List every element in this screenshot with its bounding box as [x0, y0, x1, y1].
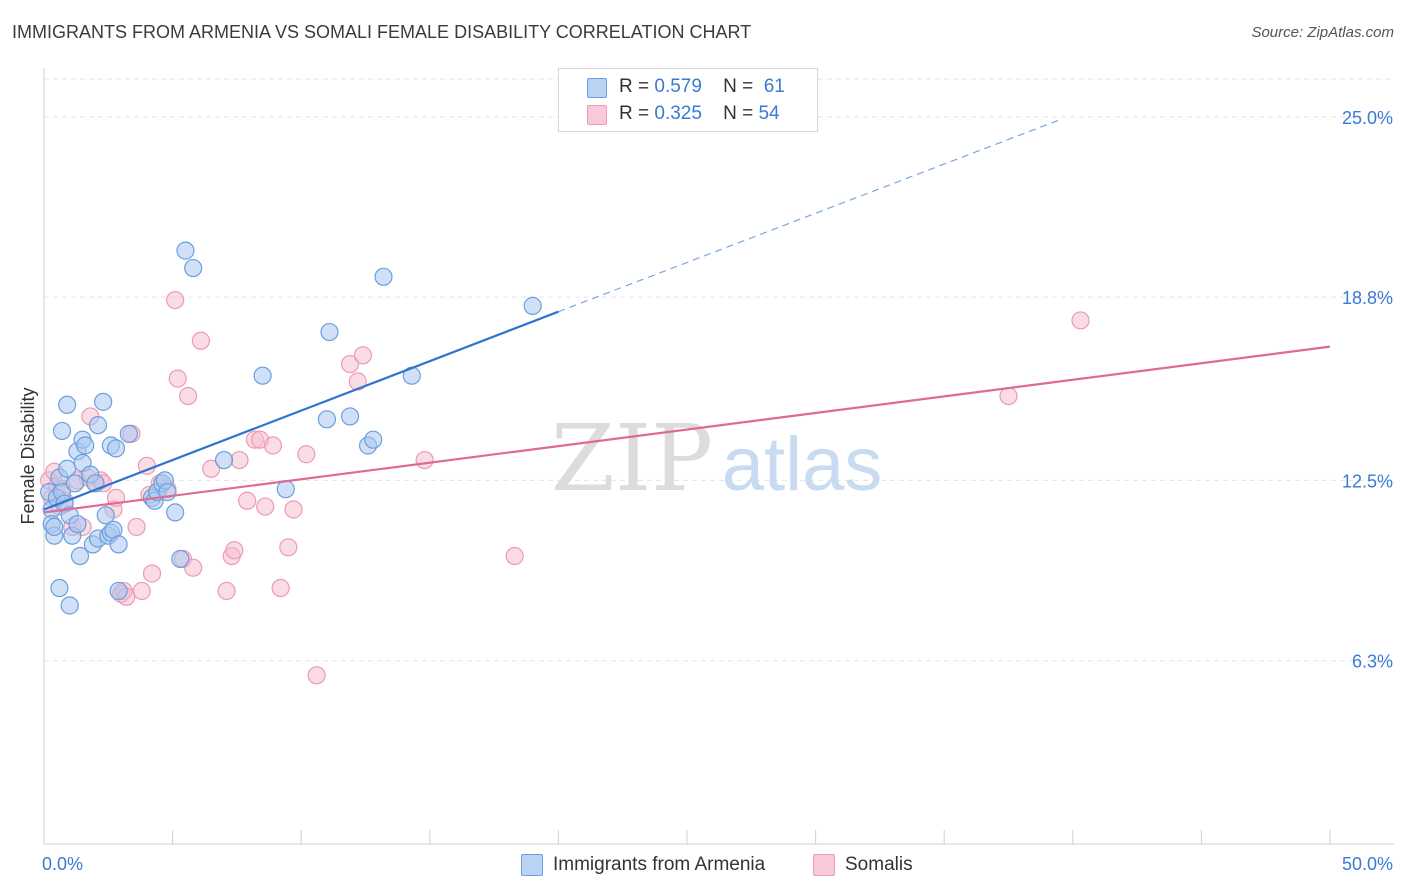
armenia-point: [50, 578, 69, 598]
legend-label-armenia: Immigrants from Armenia: [553, 854, 766, 875]
somali-point: [168, 369, 187, 388]
armenia-point: [68, 514, 87, 534]
armenia-point: [374, 267, 393, 286]
armenia-point: [58, 395, 77, 414]
armenia-point: [184, 258, 203, 278]
somali-point: [999, 386, 1018, 406]
source-label: Source: ZipAtlas.com: [1251, 24, 1394, 41]
somali-point: [340, 354, 360, 374]
watermark: ZIP atlas: [551, 405, 882, 512]
somali-point: [191, 331, 210, 350]
legend-swatch-somali: [587, 105, 607, 125]
armenia-point: [320, 322, 339, 342]
armenia-trend-extension: [558, 119, 1061, 313]
legend-n-value: 61: [763, 76, 785, 97]
somali-point: [256, 497, 275, 516]
somali-point: [127, 517, 146, 537]
armenia-point: [88, 416, 108, 435]
somali-point: [225, 541, 244, 560]
armenia-point: [364, 430, 383, 449]
legend-r-label: R =: [619, 76, 650, 97]
legend-swatch-armenia: [521, 854, 543, 876]
armenia-point: [253, 366, 272, 385]
legend-n-value: 54: [758, 103, 780, 124]
legend-r-label: R =: [619, 103, 650, 124]
legend-n-label: N =: [723, 103, 754, 124]
legend-label-somali: Somalis: [845, 854, 913, 875]
grid-lines: [44, 78, 1394, 662]
armenia-point: [109, 535, 128, 554]
legend-swatch-armenia: [587, 78, 607, 98]
armenia-trend-line: [43, 310, 559, 511]
somali-point: [142, 564, 162, 583]
armenia-point: [176, 241, 195, 260]
somali-point: [238, 491, 257, 510]
somali-point: [353, 346, 373, 365]
armenia-point: [523, 296, 542, 315]
y-axis-label: Female Disability: [18, 387, 38, 524]
armenia-point: [340, 407, 360, 426]
somali-point: [178, 386, 198, 406]
somali-point: [505, 546, 524, 566]
somali-point: [132, 581, 151, 601]
correlation-legend: R = 0.579 N = 61 R = 0.325 N = 54: [558, 68, 818, 132]
y-tick-label: 12.5%: [1342, 471, 1393, 491]
legend-r-value: 0.579: [654, 76, 702, 97]
armenia-point: [214, 450, 234, 470]
armenia-point: [106, 439, 126, 458]
somali-point: [415, 450, 434, 470]
legend-swatch-somali: [813, 854, 835, 876]
armenia-point: [65, 474, 84, 493]
somali-point: [184, 558, 203, 577]
armenia-point: [317, 410, 337, 429]
y-tick-label: 6.3%: [1352, 652, 1393, 672]
armenia-point: [76, 436, 95, 455]
somali-point: [263, 436, 283, 455]
armenia-points: [40, 241, 542, 615]
legend-r-value: 0.325: [654, 103, 702, 124]
somali-point: [279, 538, 298, 557]
watermark-atlas: atlas: [722, 422, 883, 507]
trend-lines: [43, 119, 1331, 514]
series-legend: Immigrants from Armenia Somalis: [0, 852, 1406, 878]
legend-n-label: N =: [723, 76, 754, 97]
somali-point: [230, 450, 249, 470]
chart-title: IMMIGRANTS FROM ARMENIA VS SOMALI FEMALE…: [12, 22, 752, 42]
armenia-point: [52, 421, 72, 441]
x-tick-label: 50.0%: [1342, 854, 1393, 874]
somali-point: [271, 578, 290, 598]
somali-point: [1071, 311, 1090, 330]
somali-point: [297, 445, 316, 464]
armenia-point: [119, 424, 138, 443]
y-tick-label: 18.8%: [1342, 288, 1393, 308]
armenia-point: [60, 596, 79, 615]
armenia-point: [276, 480, 295, 499]
somali-point: [307, 666, 326, 685]
x-tick-label: 0.0%: [42, 854, 83, 874]
somali-point: [166, 290, 185, 310]
somali-point: [284, 500, 303, 519]
armenia-point: [166, 503, 185, 522]
armenia-point: [109, 581, 128, 601]
armenia-point: [94, 392, 113, 411]
somali-point: [217, 581, 236, 601]
somali-trend-line: [43, 345, 1331, 514]
armenia-point: [45, 517, 64, 537]
axes: [43, 68, 1394, 845]
somali-point: [202, 459, 221, 478]
armenia-point: [171, 549, 190, 569]
tick-labels: 6.3% 12.5% 18.8% 25.0% 0.0% 50.0%: [42, 108, 1393, 874]
y-tick-label: 25.0%: [1342, 108, 1393, 128]
watermark-zip: ZIP: [551, 405, 713, 512]
armenia-point: [70, 546, 90, 566]
armenia-point: [96, 506, 115, 525]
